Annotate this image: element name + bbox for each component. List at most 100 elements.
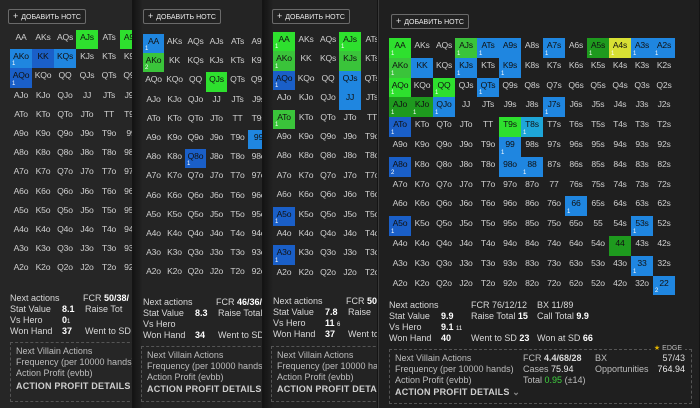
hand-cell-a9s[interactable]: A9s [120, 30, 132, 50]
hand-cell-a6o[interactable]: A6o [143, 188, 164, 207]
hand-cell-j3o[interactable]: J3o [76, 241, 98, 260]
hand-cell-q4s[interactable]: Q4s [609, 78, 631, 98]
hand-cell-k6o[interactable]: K6o [32, 184, 54, 203]
hand-cell-qto[interactable]: QTo [317, 110, 339, 129]
hand-cell-qq[interactable]: QQ [317, 71, 339, 90]
hand-cell-a3o[interactable]: A3o [143, 245, 164, 264]
hand-cell-j9s[interactable]: J9s [248, 92, 262, 111]
hand-cell-q5o[interactable]: Q5o [54, 203, 76, 222]
hand-cell-j5o[interactable]: J5o [339, 207, 361, 226]
hand-cell-j2s[interactable]: J2s [653, 97, 675, 117]
hand-cell-92o[interactable]: 92o [120, 260, 132, 279]
hand-cell-74s[interactable]: 74s [609, 177, 631, 197]
hand-cell-97o[interactable]: 97o [499, 177, 521, 197]
hand-cell-76s[interactable]: 76s [565, 177, 587, 197]
hand-cell-62s[interactable]: 62s [653, 196, 675, 216]
hand-cell-ato[interactable]: ATo 1 [389, 117, 411, 137]
hand-cell-95o[interactable]: 95o [248, 207, 262, 226]
hand-cell-kjo[interactable]: KJo [295, 90, 317, 109]
hand-cell-qts[interactable]: QTs [361, 71, 377, 90]
hand-cell-t8s[interactable]: T8s 1 [521, 117, 543, 137]
hand-cell-j2o[interactable]: J2o [206, 264, 227, 283]
hand-cell-96o[interactable]: 96o [499, 196, 521, 216]
hand-cell-kjo[interactable]: KJo 1 [411, 97, 433, 118]
hand-cell-k9s[interactable]: K9s [120, 49, 132, 68]
hand-cell-q3o[interactable]: Q3o [185, 245, 206, 264]
hand-cell-k2s[interactable]: K2s [653, 58, 675, 78]
hand-cell-a9s[interactable]: A9s [499, 38, 521, 58]
hand-cell-q8s[interactable]: Q8s [521, 78, 543, 98]
hand-cell-qjs[interactable]: QJs [339, 70, 361, 91]
hand-cell-95s[interactable]: 95s [587, 137, 609, 157]
hand-cell-63o[interactable]: 63o [565, 256, 587, 276]
hand-cell-aa[interactable]: AA 1 [389, 38, 411, 58]
hand-cell-75s[interactable]: 75s [587, 177, 609, 197]
hand-cell-72o[interactable]: 72o [543, 276, 565, 296]
hand-cell-j8o[interactable]: J8o [76, 145, 98, 164]
hand-cell-k6o[interactable]: K6o [295, 187, 317, 206]
hand-cell-86s[interactable]: 86s [565, 157, 587, 177]
hand-cell-q7o[interactable]: Q7o [185, 168, 206, 187]
hand-cell-j9o[interactable]: J9o [455, 137, 477, 157]
hand-cell-93s[interactable]: 93s [631, 137, 653, 157]
hand-cell-q9s[interactable]: Q9s [248, 72, 262, 91]
hand-cell-t4o[interactable]: T4o [98, 222, 120, 241]
hand-cell-a8o[interactable]: A8o [273, 148, 295, 167]
hand-cell-83o[interactable]: 83o [521, 256, 543, 276]
hand-cell-q9o[interactable]: Q9o [185, 130, 206, 149]
hand-cell-99[interactable]: 99 [120, 126, 132, 145]
hand-cell-jj[interactable]: JJ [455, 97, 477, 117]
hand-cell-96s[interactable]: 96s [565, 137, 587, 157]
hand-cell-qq[interactable]: QQ 1 [433, 77, 455, 98]
hand-cell-kto[interactable]: KTo [411, 117, 433, 137]
hand-cell-q4o[interactable]: Q4o [185, 226, 206, 245]
hand-cell-j6o[interactable]: J6o [455, 196, 477, 216]
hand-cell-aqo[interactable]: AQo 1 [389, 77, 411, 98]
hand-cell-t8o[interactable]: T8o [227, 149, 248, 168]
hand-cell-a7o[interactable]: A7o [10, 164, 32, 183]
hand-cell-ako[interactable]: AKo 1 [273, 51, 295, 71]
hand-cell-92o[interactable]: 92o [499, 276, 521, 296]
hand-cell-kjo[interactable]: KJo [32, 88, 54, 107]
hand-cell-a3o[interactable]: A3o [389, 256, 411, 276]
hand-cell-qjs[interactable]: QJs [455, 78, 477, 98]
hand-cell-93o[interactable]: 93o [248, 245, 262, 264]
hand-cell-k4o[interactable]: K4o [164, 226, 185, 245]
hand-cell-a9o[interactable]: A9o [389, 137, 411, 157]
hand-cell-j8o[interactable]: J8o [206, 149, 227, 168]
hand-cell-q8o[interactable]: Q8o [54, 145, 76, 164]
hand-cell-tt[interactable]: TT [361, 110, 377, 129]
hand-cell-k2o[interactable]: K2o [411, 276, 433, 296]
hand-cell-j4o[interactable]: J4o [455, 236, 477, 256]
hand-cell-tt[interactable]: TT [477, 117, 499, 137]
hand-cell-j5o[interactable]: J5o [206, 207, 227, 226]
hand-cell-kqs[interactable]: KQs [433, 58, 455, 78]
hand-cell-t7o[interactable]: T7o [361, 168, 377, 187]
hand-cell-a8s[interactable]: A8s [521, 38, 543, 58]
hand-cell-aks[interactable]: AKs [411, 38, 433, 58]
hand-cell-q6o[interactable]: Q6o [433, 196, 455, 216]
hand-cell-66[interactable]: 66 1 [565, 196, 587, 217]
hand-cell-j9s[interactable]: J9s [120, 88, 132, 107]
hand-cell-j2o[interactable]: J2o [339, 265, 361, 284]
hand-cell-q4o[interactable]: Q4o [54, 222, 76, 241]
hand-cell-q9o[interactable]: Q9o [433, 137, 455, 157]
hand-cell-k5o[interactable]: K5o [32, 203, 54, 222]
hand-cell-kts[interactable]: KTs [477, 58, 499, 78]
hand-cell-t9s[interactable]: T9s [499, 117, 521, 137]
hand-cell-k3s[interactable]: K3s [631, 58, 653, 78]
hand-cell-k9s[interactable]: K9s [248, 53, 262, 72]
hand-cell-k9o[interactable]: K9o [295, 129, 317, 148]
hand-cell-j7o[interactable]: J7o [76, 164, 98, 183]
hand-cell-tt[interactable]: TT [227, 111, 248, 130]
hand-cell-j7o[interactable]: J7o [455, 177, 477, 197]
hand-cell-ajs[interactable]: AJs 1 [339, 32, 361, 52]
hand-cell-kto[interactable]: KTo [295, 110, 317, 129]
hand-cell-a6o[interactable]: A6o [389, 196, 411, 216]
hand-cell-jts[interactable]: JTs [477, 97, 499, 117]
hand-cell-ats[interactable]: ATs [227, 34, 248, 53]
hand-cell-t3o[interactable]: T3o [227, 245, 248, 264]
hand-cell-kk[interactable]: KK [32, 49, 54, 69]
hand-cell-62o[interactable]: 62o [565, 276, 587, 296]
hand-cell-q7o[interactable]: Q7o [317, 168, 339, 187]
